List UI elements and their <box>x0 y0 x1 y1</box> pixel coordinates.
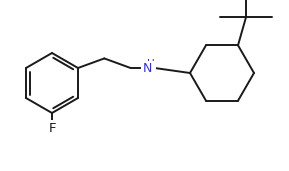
Text: N: N <box>143 62 152 76</box>
Text: F: F <box>48 122 56 135</box>
Text: H: H <box>147 59 155 69</box>
